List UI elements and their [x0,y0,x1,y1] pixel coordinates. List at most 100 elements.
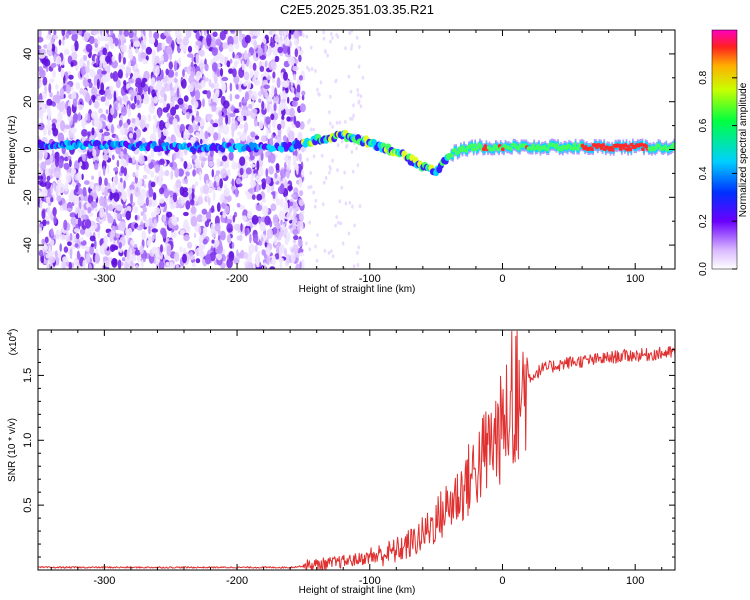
noise-blob [210,119,214,125]
noise-blob [42,219,47,227]
noise-blob [182,253,187,264]
noise-blob [137,84,143,95]
noise-blob [46,66,49,73]
colorbar-tick-label: 0.4 [698,166,709,180]
signal-point [601,143,606,148]
noise-blob [305,34,309,39]
noise-blob [274,253,281,260]
spectrogram-ytick-label: 40 [22,48,34,60]
noise-blob [61,30,66,37]
noise-blob [38,150,44,160]
noise-blob [81,129,88,137]
noise-blob [45,124,53,130]
colorbar-axes: 0.0 0.2 0.4 0.6 0.8 [698,70,737,276]
noise-blob [198,35,204,41]
noise-blob [128,78,135,84]
noise-blob [168,190,175,195]
noise-blob [192,120,196,130]
noise-blob [293,115,297,125]
noise-blob [38,36,44,43]
noise-blob [133,243,138,248]
noise-blob [183,211,189,217]
noise-blob [252,108,258,114]
snr-multiplier: (x104) [7,329,19,356]
signal-point [618,146,623,151]
noise-blob [231,161,238,170]
noise-blob [202,98,205,108]
snr-series-line [38,330,675,570]
noise-blob [195,131,200,137]
noise-blob [143,206,148,213]
noise-blob [89,70,96,78]
noise-blob [204,130,209,140]
noise-blob [159,120,165,131]
signal-point [639,142,644,147]
noise-blob [42,173,46,184]
noise-blob [241,60,245,71]
noise-blob [199,243,203,249]
noise-blob [43,44,48,49]
noise-blob [153,218,157,227]
noise-blob [53,30,57,36]
noise-blob [296,92,301,99]
noise-blob [203,227,208,233]
noise-blob [127,157,133,164]
noise-blob [352,113,355,118]
noise-blob [189,251,194,257]
noise-blob [147,86,151,95]
snr-multiplier-base: (x10 [8,335,19,355]
noise-blob [265,116,271,125]
signal-point [464,148,469,153]
noise-blob [250,131,256,138]
noise-blob [295,263,301,269]
noise-blob [221,82,227,92]
noise-blob [127,61,132,68]
noise-blob [307,67,311,72]
noise-blob [94,253,101,264]
noise-blob [323,248,327,253]
noise-blob [132,172,136,178]
noise-blob [47,110,52,119]
noise-blob [292,239,297,244]
noise-blob [183,234,190,242]
noise-blob [65,172,72,183]
noise-blob [76,207,81,214]
spectrogram-xtick-label: 100 [626,273,644,285]
noise-blob [202,184,209,195]
noise-blob [270,58,276,70]
noise-blob [247,52,251,58]
noise-blob [92,95,96,103]
noise-blob [142,93,150,105]
noise-blob [251,137,256,143]
noise-blob [199,171,202,182]
noise-blob [74,237,77,244]
noise-blob [349,89,353,94]
noise-blob [271,254,276,266]
noise-blob [97,95,101,102]
noise-blob [237,223,240,234]
noise-blob [171,199,174,205]
noise-blob [248,61,253,70]
signal-point [671,142,675,147]
noise-blob [278,231,285,237]
noise-blob [264,92,269,100]
noise-blob [130,193,133,204]
noise-blob [84,180,90,186]
noise-blob [160,227,167,236]
noise-blob [79,161,83,167]
noise-blob [257,166,264,177]
noise-blob [271,85,275,94]
noise-blob [186,111,191,120]
noise-blob [226,169,231,177]
noise-blob [106,30,109,34]
noise-blob [116,160,120,168]
noise-blob [137,195,142,206]
noise-blob [185,171,190,177]
noise-blob [245,167,252,175]
noise-blob [88,81,93,89]
snr-multiplier-close: ) [8,329,19,332]
noise-blob [134,249,141,256]
noise-blob [158,260,165,269]
snr-multiplier-exp: 4 [7,332,14,336]
noise-blob [141,259,144,269]
